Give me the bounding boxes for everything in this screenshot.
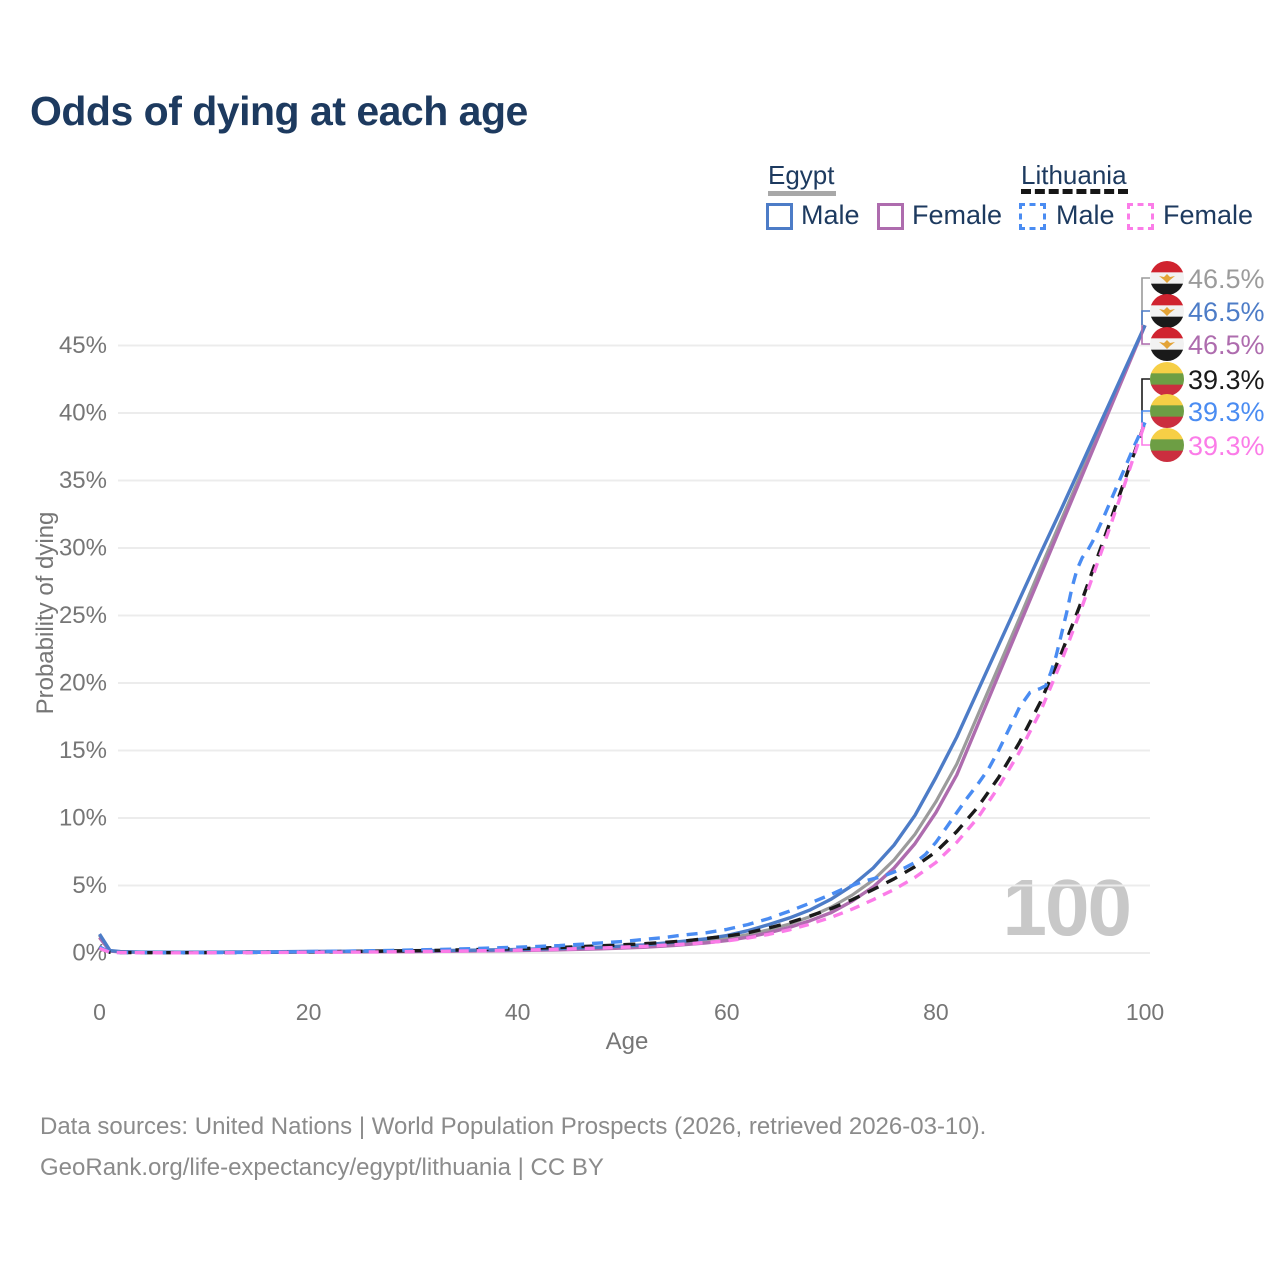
footer-data-sources: Data sources: United Nations | World Pop…: [40, 1113, 987, 1140]
callout-value-lithuania-4: 39.3%: [1188, 397, 1265, 427]
x-tick-label-80: 80: [923, 999, 949, 1025]
x-tick-label-20: 20: [296, 999, 322, 1025]
egypt-flag-icon: [1150, 294, 1184, 328]
series-line-egypt-both: [98, 324, 1147, 954]
y-tick-label-15pct: 15%: [59, 737, 107, 764]
callout-value-egypt-2: 46.5%: [1188, 330, 1265, 360]
legend-label-lithuania-male[interactable]: Male: [1056, 200, 1115, 230]
lithuania-flag-icon: [1150, 394, 1184, 428]
y-tick-label-0pct: 0%: [72, 940, 107, 967]
y-tick-label-20pct: 20%: [59, 670, 107, 697]
egypt-flag-icon: [1150, 261, 1184, 295]
legend-lithuania-title: Lithuania: [1021, 160, 1127, 190]
legend-swatch-lithuania-male[interactable]: [1019, 203, 1046, 230]
lithuania-flag-icon: [1150, 428, 1184, 462]
legend-label-egypt-female[interactable]: Female: [912, 200, 1003, 230]
x-tick-label-100: 100: [1126, 999, 1164, 1025]
series-line-lithuania-male: [98, 421, 1147, 955]
y-tick-label-25pct: 25%: [59, 602, 107, 629]
callout-value-egypt-0: 46.5%: [1188, 264, 1265, 294]
legend-label-lithuania-female[interactable]: Female: [1163, 200, 1254, 230]
legend-swatch-egypt-female[interactable]: [877, 203, 904, 230]
age-watermark: 100: [1002, 863, 1132, 952]
y-tick-label-40pct: 40%: [59, 400, 107, 427]
series-line-egypt-male: [98, 324, 1147, 954]
callout-bracket-egypt-1: [1141, 310, 1150, 326]
callout-bracket-lithuania-4: [1141, 410, 1150, 423]
footer-url: GeoRank.org/life-expectancy/egypt/lithua…: [40, 1154, 604, 1181]
page-title: Odds of dying at each age: [30, 88, 528, 134]
callout-bracket-egypt-2: [1141, 325, 1150, 345]
callout-bracket-lithuania-5: [1141, 422, 1150, 446]
egypt-flag-icon: [1150, 327, 1184, 361]
legend-swatch-egypt-male[interactable]: [766, 203, 793, 230]
footer-attribution: Data sources: United Nations | World Pop…: [40, 1106, 986, 1188]
legend-swatch-lithuania-female[interactable]: [1127, 203, 1154, 230]
callout-value-lithuania-3: 39.3%: [1188, 365, 1265, 395]
x-tick-label-0: 0: [93, 999, 106, 1025]
callout-value-egypt-1: 46.5%: [1188, 297, 1265, 327]
series-line-egypt-female: [98, 324, 1147, 955]
x-axis-title: Age: [605, 1028, 649, 1055]
y-tick-label-35pct: 35%: [59, 467, 107, 494]
x-tick-label-60: 60: [714, 999, 740, 1025]
egypt-solid-line-sample: [768, 191, 836, 196]
y-tick-label-30pct: 30%: [59, 535, 107, 562]
callout-value-lithuania-5: 39.3%: [1188, 431, 1265, 461]
legend-label-egypt-male[interactable]: Male: [801, 200, 860, 230]
lithuania-flag-icon: [1150, 362, 1184, 396]
y-tick-label-5pct: 5%: [72, 872, 107, 899]
callout-bracket-lithuania-3: [1141, 378, 1150, 423]
legend-egypt-title: Egypt: [768, 160, 835, 190]
y-tick-label-10pct: 10%: [59, 805, 107, 832]
lithuania-dashed-line-sample: [1021, 189, 1128, 194]
callout-bracket-egypt-0: [1141, 277, 1150, 326]
y-tick-label-45pct: 45%: [59, 332, 107, 359]
x-tick-label-40: 40: [505, 999, 531, 1025]
